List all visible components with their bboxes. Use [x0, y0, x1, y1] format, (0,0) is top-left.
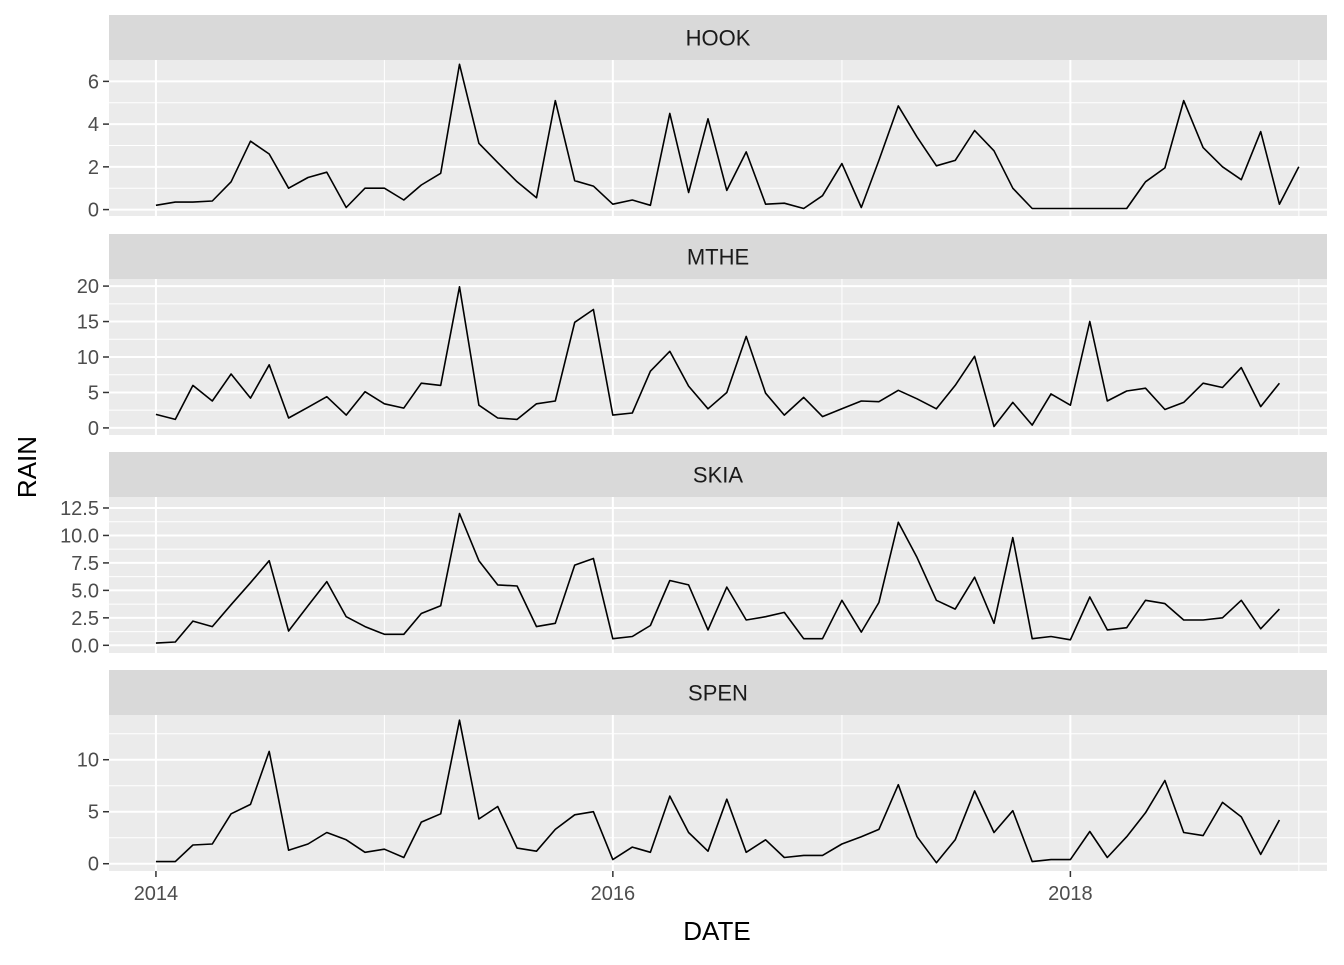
y-tick-label: 0 — [88, 854, 99, 876]
y-tick-label: 0.0 — [71, 635, 99, 657]
y-tick-label: 15 — [77, 312, 99, 334]
facet-strip-label: MTHE — [687, 245, 749, 270]
facet-strip-label: SPEN — [688, 681, 748, 706]
y-tick-label: 5 — [88, 802, 99, 824]
facet-strip — [109, 234, 1327, 279]
facet-strip — [109, 15, 1327, 60]
y-tick-label: 12.5 — [60, 498, 99, 520]
facet-panel-hook: HOOK 0 2 4 6 — [88, 15, 1327, 222]
facet-panel-spen: SPEN 0 5 10 2014 2016 2018 — [77, 670, 1327, 905]
facet-strip — [109, 452, 1327, 497]
y-tick-label: 7.5 — [71, 553, 99, 575]
x-axis-title: DATE — [683, 916, 750, 946]
x-tick-label: 2014 — [134, 883, 179, 905]
y-tick-label: 10 — [77, 347, 99, 369]
panel-background — [109, 497, 1327, 653]
y-tick-label: 20 — [77, 276, 99, 298]
panel-background — [109, 715, 1327, 871]
y-tick-label: 0 — [88, 200, 99, 222]
facet-strip — [109, 670, 1327, 715]
y-tick-label: 6 — [88, 71, 99, 93]
y-axis-title: RAIN — [12, 436, 42, 498]
y-tick-label: 2.5 — [71, 608, 99, 630]
facet-panel-skia: SKIA 0.0 2.5 5.0 7.5 10.0 12.5 — [60, 452, 1327, 657]
x-tick-label: 2018 — [1048, 883, 1093, 905]
rain-series-line — [155, 63, 1300, 210]
rain-series-line — [155, 285, 1281, 428]
y-tick-label: 2 — [88, 157, 99, 179]
facet-strip-label: SKIA — [693, 463, 743, 488]
y-tick-label: 4 — [88, 114, 99, 136]
y-tick-label: 0 — [88, 418, 99, 440]
y-tick-label: 5.0 — [71, 580, 99, 602]
facet-panel-mthe: MTHE 0 5 10 15 20 — [77, 234, 1327, 440]
y-tick-label: 10.0 — [60, 525, 99, 547]
y-tick-label: 10 — [77, 750, 99, 772]
panel-background — [109, 60, 1327, 216]
rain-series-line — [155, 512, 1280, 644]
facet-strip-label: HOOK — [686, 26, 751, 51]
y-tick-label: 5 — [88, 382, 99, 404]
rain-series-line — [155, 719, 1281, 864]
x-tick-label: 2016 — [591, 883, 636, 905]
